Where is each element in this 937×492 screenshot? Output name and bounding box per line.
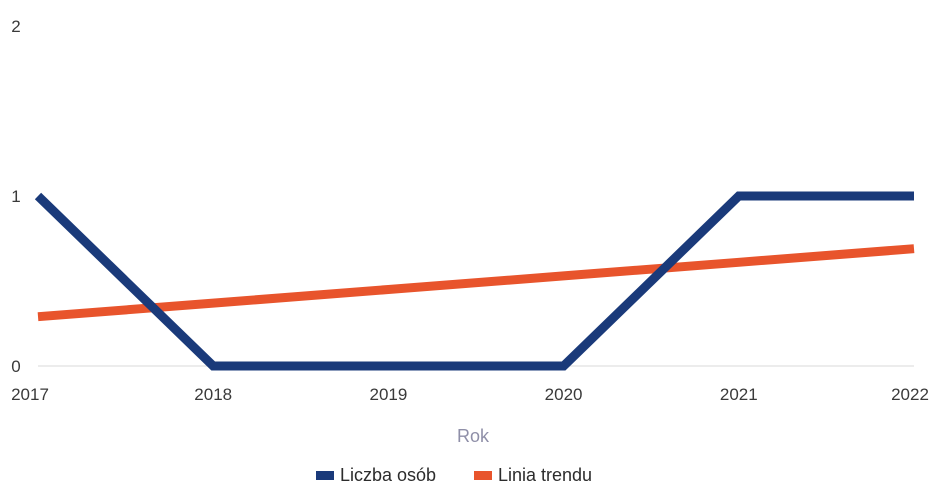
y-tick-label: 2 — [11, 17, 20, 36]
series-line-liczba-osob — [34, 191, 914, 371]
x-tick-label: 2021 — [720, 385, 758, 404]
series-lines — [34, 191, 915, 371]
legend-item-liczba-osob: Liczba osób — [316, 465, 436, 485]
x-axis-ticks: 2017 2018 2019 2020 2021 2022 — [11, 385, 929, 404]
x-tick-label: 2019 — [369, 385, 407, 404]
legend-swatch — [316, 471, 334, 480]
legend-label: Liczba osób — [340, 465, 436, 485]
y-tick-label: 0 — [11, 357, 20, 376]
legend: Liczba osób Linia trendu — [316, 465, 592, 485]
series-line-linia-trendu — [37, 244, 915, 322]
x-tick-label: 2018 — [194, 385, 232, 404]
x-tick-label: 2020 — [545, 385, 583, 404]
legend-label: Linia trendu — [498, 465, 592, 485]
x-tick-label: 2017 — [11, 385, 49, 404]
x-tick-label: 2022 — [891, 385, 929, 404]
x-axis-title: Rok — [457, 426, 490, 446]
legend-swatch — [474, 471, 492, 480]
y-axis-ticks: 0 1 2 — [11, 17, 20, 376]
y-tick-label: 1 — [11, 187, 20, 206]
legend-item-linia-trendu: Linia trendu — [474, 465, 592, 485]
